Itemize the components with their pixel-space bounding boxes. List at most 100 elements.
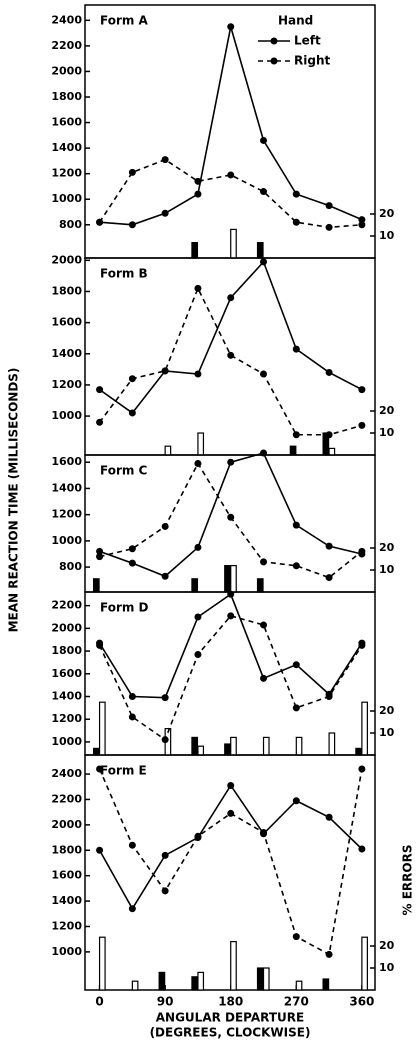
point — [325, 950, 333, 958]
y2-axis-label: % ERRORS — [401, 845, 415, 916]
y-tick-label: 2000 — [51, 64, 82, 77]
point — [292, 521, 300, 529]
point — [358, 386, 366, 394]
point — [358, 845, 366, 853]
point — [194, 832, 202, 840]
y-tick-label: 1200 — [51, 167, 82, 180]
y2-tick-label: 10 — [379, 726, 395, 739]
point — [358, 641, 366, 649]
point — [358, 221, 366, 229]
y-tick-label: 1600 — [51, 869, 82, 882]
y-tick-label: 1600 — [51, 667, 82, 680]
point — [128, 545, 136, 553]
point — [260, 621, 268, 629]
point — [96, 386, 104, 394]
point — [292, 431, 300, 439]
point — [358, 421, 366, 429]
y-tick-label: 1200 — [51, 508, 82, 521]
point — [96, 418, 104, 426]
point — [96, 547, 104, 555]
error-bar — [295, 736, 303, 756]
point — [260, 136, 268, 144]
panel-title: Form C — [100, 464, 148, 478]
error-bar — [92, 578, 100, 593]
point — [194, 460, 202, 468]
point — [161, 736, 169, 744]
error-bar — [98, 701, 106, 756]
error-bar — [230, 736, 237, 756]
point — [227, 513, 235, 521]
y-axis-label: MEAN REACTION TIME (MILLISECONDS) — [7, 368, 21, 633]
y-tick-label: 2400 — [51, 13, 82, 26]
point — [128, 168, 136, 176]
point — [292, 797, 300, 805]
error-bar — [328, 447, 336, 456]
error-bar — [92, 747, 100, 756]
error-bar — [191, 736, 199, 756]
point — [325, 574, 333, 582]
point — [292, 562, 300, 570]
error-bar — [256, 242, 264, 259]
y-tick-label: 1400 — [51, 894, 82, 907]
y-tick-label: 1200 — [51, 712, 82, 725]
point — [358, 216, 366, 224]
x-tick-label: 0 — [95, 995, 103, 1009]
y-tick-label: 1000 — [51, 534, 82, 547]
series-line — [98, 784, 363, 911]
point — [128, 693, 136, 701]
point — [325, 202, 333, 210]
point — [260, 449, 268, 457]
point — [325, 431, 333, 439]
point — [161, 156, 169, 164]
y-tick-label: 1600 — [51, 455, 82, 468]
point — [161, 851, 169, 859]
y-tick-label: 1400 — [51, 347, 82, 360]
series-line — [98, 768, 363, 956]
y2-tick-label: 20 — [379, 541, 395, 554]
y-tick-label: 2000 — [51, 818, 82, 831]
point — [128, 905, 136, 913]
point — [227, 781, 235, 789]
y-tick-label: 1200 — [51, 919, 82, 932]
panel-title: Form A — [100, 14, 149, 28]
y2-tick-label: 20 — [379, 207, 395, 220]
y-tick-label: 1400 — [51, 141, 82, 154]
point — [194, 613, 202, 621]
point — [194, 190, 202, 198]
y-tick-label: 1000 — [51, 735, 82, 748]
y-tick-label: 800 — [59, 560, 82, 573]
point — [194, 370, 202, 378]
point — [128, 375, 136, 383]
point — [161, 367, 169, 375]
series-line — [98, 286, 363, 436]
error-bar — [191, 578, 199, 593]
error-bar — [197, 745, 205, 756]
point — [96, 846, 104, 854]
error-bar — [230, 564, 237, 593]
y-tick-label: 1600 — [51, 316, 82, 329]
point — [227, 294, 235, 302]
x-tick-label: 360 — [349, 995, 374, 1009]
point — [128, 841, 136, 849]
error-bar — [224, 564, 231, 593]
y-tick-label: 1800 — [51, 284, 82, 297]
error-bar — [191, 976, 199, 991]
panel-title: Form B — [100, 267, 148, 281]
error-bar — [289, 445, 297, 456]
y-tick-label: 1600 — [51, 116, 82, 129]
point — [292, 190, 300, 198]
point — [260, 258, 268, 266]
legend-title: Hand — [278, 14, 313, 28]
error-bar — [98, 936, 106, 991]
point — [325, 813, 333, 821]
error-bar — [256, 578, 264, 593]
point — [227, 351, 235, 359]
point — [227, 809, 235, 817]
error-bar — [164, 445, 172, 456]
point — [260, 188, 268, 196]
point — [358, 547, 366, 555]
x-tick-label: 180 — [218, 995, 243, 1009]
point — [194, 177, 202, 185]
point — [227, 171, 235, 179]
